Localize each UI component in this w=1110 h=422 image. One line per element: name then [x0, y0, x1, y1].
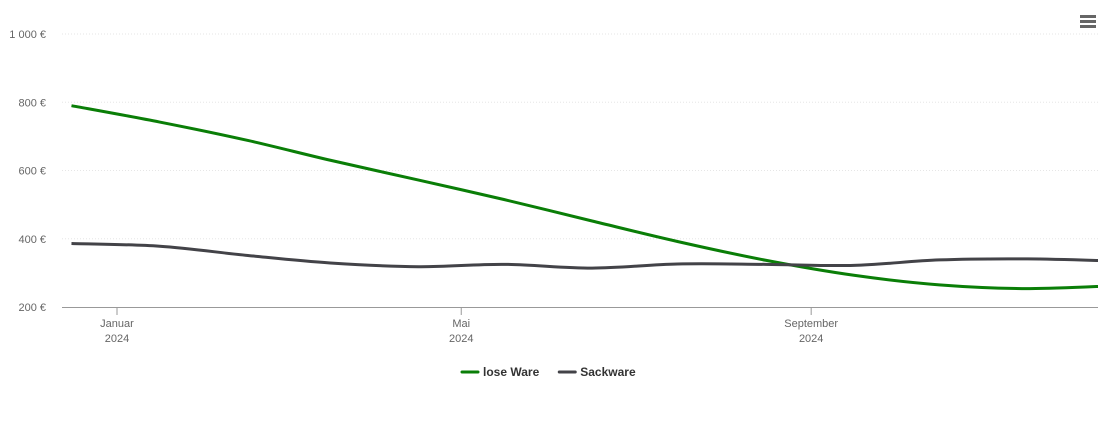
- series-line: [71, 242, 1098, 270]
- menu-bar: [1080, 15, 1096, 18]
- y-tick-label: 400 €: [18, 234, 46, 246]
- series-line: [71, 104, 1098, 291]
- legend-item[interactable]: Sackware: [557, 365, 636, 379]
- menu-button[interactable]: [1080, 15, 1096, 28]
- y-tick-label: 600 €: [18, 166, 46, 178]
- x-tick-label: September: [784, 318, 838, 330]
- menu-bar: [1080, 20, 1096, 23]
- x-tick-label: 2024: [449, 333, 473, 345]
- x-tick-label: 2024: [105, 333, 129, 345]
- menu-bar: [1080, 25, 1096, 28]
- x-tick-label: Mai: [452, 318, 470, 330]
- y-tick-label: 800 €: [18, 97, 46, 109]
- legend-label: Sackware: [580, 365, 636, 379]
- y-tick-label: 1 000 €: [9, 29, 46, 41]
- y-tick-label: 200 €: [18, 302, 46, 314]
- legend-item[interactable]: lose Ware: [460, 365, 540, 379]
- x-tick-label: 2024: [799, 333, 823, 345]
- x-tick-label: Januar: [100, 318, 134, 330]
- legend-label: lose Ware: [483, 365, 540, 379]
